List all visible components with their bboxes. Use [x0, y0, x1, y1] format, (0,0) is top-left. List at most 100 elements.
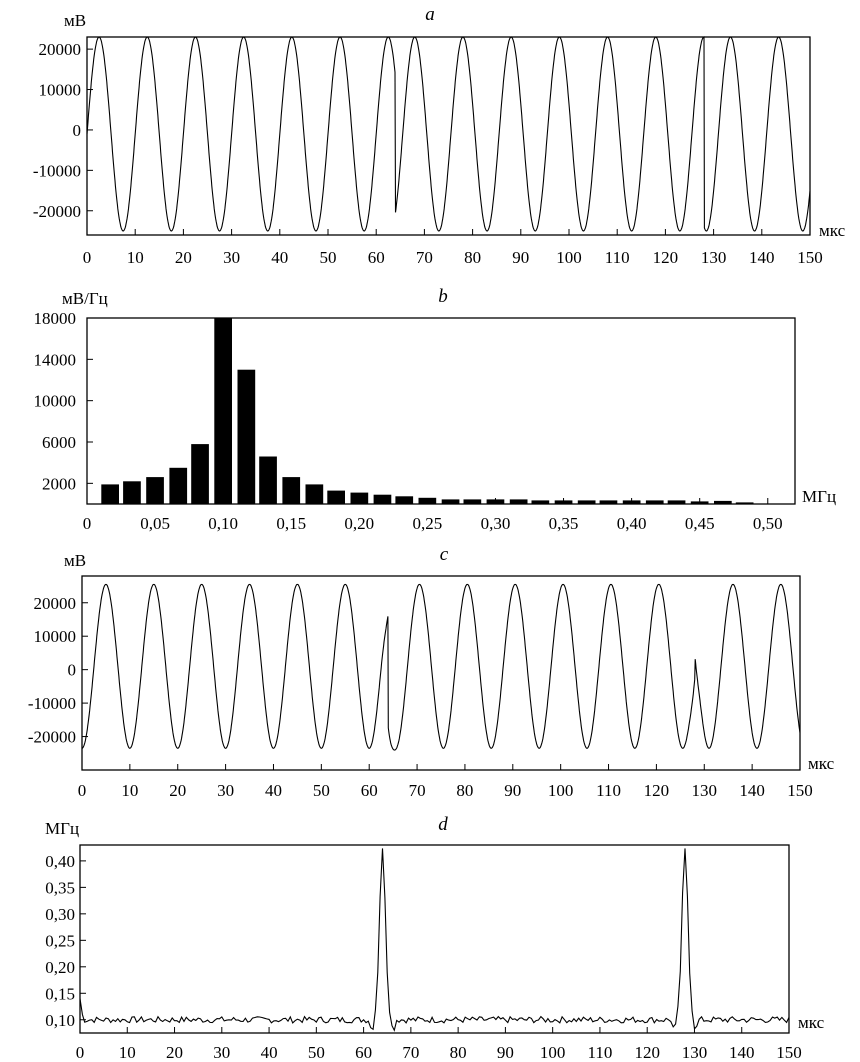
panel-c-y-ticks: -20000 -10000 0 10000 20000: [28, 594, 88, 747]
x-tick-label: 0,45: [685, 514, 715, 533]
x-tick-label: 20: [169, 781, 186, 800]
x-tick-label: 40: [271, 248, 288, 267]
y-tick-label: 0,15: [45, 984, 75, 1003]
panel-a-y-unit: мВ: [64, 11, 86, 30]
panel-d: d МГц мкс 0,10 0,15 0,20 0,25 0,30 0,35 0,40 0…: [45, 814, 825, 1062]
x-tick-label: 50: [320, 248, 337, 267]
panel-b-x-ticks: 0 0,05 0,10 0,15 0,20 0,25 0,30 0,35 0,40 0,45 0,5…: [83, 498, 783, 533]
y-tick-label: 18000: [34, 309, 77, 328]
x-tick-label: 140: [739, 781, 765, 800]
spectrum-bar: [259, 456, 277, 504]
x-tick-label: 0,10: [208, 514, 238, 533]
x-tick-label: 0,35: [549, 514, 579, 533]
panel-c-y-unit: мВ: [64, 551, 86, 570]
x-tick-label: 0,25: [413, 514, 443, 533]
panel-c-x-unit: мкс: [808, 754, 835, 773]
panel-d-x-ticks: 0 10 20 30 40 50 60 70 80 90 100 110 120 130 140 150: [76, 1027, 802, 1062]
x-tick-label: 150: [776, 1043, 802, 1062]
y-tick-label: 0: [68, 661, 77, 680]
x-tick-label: 70: [416, 248, 433, 267]
x-tick-label: 30: [223, 248, 240, 267]
panel-a-letter: a: [425, 4, 435, 25]
y-tick-label: -20000: [28, 728, 76, 747]
spectrum-bar: [577, 500, 596, 504]
spectrum-bar: [373, 494, 392, 504]
x-tick-label: 150: [797, 248, 823, 267]
x-tick-label: 50: [308, 1043, 325, 1062]
spectrum-bar: [441, 499, 460, 504]
x-tick-label: 150: [787, 781, 813, 800]
spectrum-bar: [395, 496, 414, 505]
x-tick-label: 0: [83, 514, 92, 533]
x-tick-label: 40: [261, 1043, 278, 1062]
x-tick-label: 0,05: [140, 514, 170, 533]
x-tick-label: 90: [512, 248, 529, 267]
x-tick-label: 0: [83, 248, 92, 267]
x-tick-label: 110: [605, 248, 630, 267]
spectrum-bar: [101, 484, 119, 504]
panel-b-letter: b: [438, 286, 448, 307]
x-tick-label: 90: [497, 1043, 514, 1062]
y-tick-label: 0,10: [45, 1011, 75, 1030]
spectrum-bar: [645, 500, 664, 504]
spectrum-bar: [123, 481, 141, 504]
y-tick-label: 0,20: [45, 958, 75, 977]
panel-a-y-ticks: -20000 -10000 0 10000 20000: [33, 40, 93, 221]
x-tick-label: 30: [217, 781, 234, 800]
spectrum-bar: [714, 500, 732, 504]
panel-a-x-ticks: 0 10 20 30 40 50 60 70 80 90 100 110 120 130 140 150: [83, 229, 823, 267]
x-tick-label: 130: [692, 781, 718, 800]
y-tick-label: 20000: [34, 594, 77, 613]
panel-b-x-unit: МГц: [802, 487, 836, 506]
y-tick-label: 0,30: [45, 905, 75, 924]
y-tick-label: 0,40: [45, 852, 75, 871]
spectrum-bar: [735, 502, 754, 504]
spectrum-bar: [327, 490, 345, 504]
x-tick-label: 80: [450, 1043, 467, 1062]
spectrum-bar: [282, 477, 301, 504]
y-tick-label: -10000: [28, 694, 76, 713]
x-tick-label: 0,50: [753, 514, 783, 533]
x-tick-label: 120: [653, 248, 679, 267]
y-tick-label: -10000: [33, 161, 81, 180]
x-tick-label: 110: [587, 1043, 612, 1062]
panel-a-plot-frame: [86, 36, 811, 236]
panel-d-signal-line: [79, 848, 790, 1032]
y-tick-label: -20000: [33, 202, 81, 221]
x-tick-label: 140: [749, 248, 775, 267]
panel-c: c мВ мкс -20000 -10000 0 10000 20000 0 10 20 30…: [28, 544, 835, 800]
spectrum-bar: [599, 500, 618, 504]
x-tick-label: 0,15: [276, 514, 306, 533]
x-tick-label: 100: [548, 781, 574, 800]
spectrum-bar: [169, 467, 188, 504]
panel-a: a мВ мкс -20000 -10000 0 10000 20000 0 10 20 30…: [33, 4, 846, 267]
y-tick-label: 10000: [39, 81, 82, 100]
x-tick-label: 120: [644, 781, 670, 800]
x-tick-label: 10: [127, 248, 144, 267]
panel-c-signal-line: [81, 583, 801, 751]
x-tick-label: 60: [355, 1043, 372, 1062]
panel-b-bars: [101, 318, 754, 505]
x-tick-label: 20: [175, 248, 192, 267]
panel-b-y-unit: мВ/Гц: [62, 289, 108, 308]
x-tick-label: 130: [682, 1043, 708, 1062]
spectrum-bar: [146, 477, 164, 504]
y-tick-label: 0: [73, 121, 82, 140]
x-tick-label: 20: [166, 1043, 183, 1062]
x-tick-label: 0: [76, 1043, 85, 1062]
spectrum-bar: [237, 369, 256, 504]
x-tick-label: 80: [456, 781, 473, 800]
spectrum-bar: [509, 499, 528, 504]
x-tick-label: 110: [596, 781, 621, 800]
x-tick-label: 0: [78, 781, 87, 800]
x-tick-label: 80: [464, 248, 481, 267]
x-tick-label: 0,30: [481, 514, 511, 533]
panel-a-x-unit: мкс: [819, 221, 846, 240]
y-tick-label: 10000: [34, 627, 77, 646]
panel-c-letter: c: [440, 544, 449, 565]
panel-c-plot-frame: [81, 575, 801, 771]
x-tick-label: 60: [368, 248, 385, 267]
x-tick-label: 100: [540, 1043, 566, 1062]
y-tick-label: 2000: [42, 474, 76, 493]
